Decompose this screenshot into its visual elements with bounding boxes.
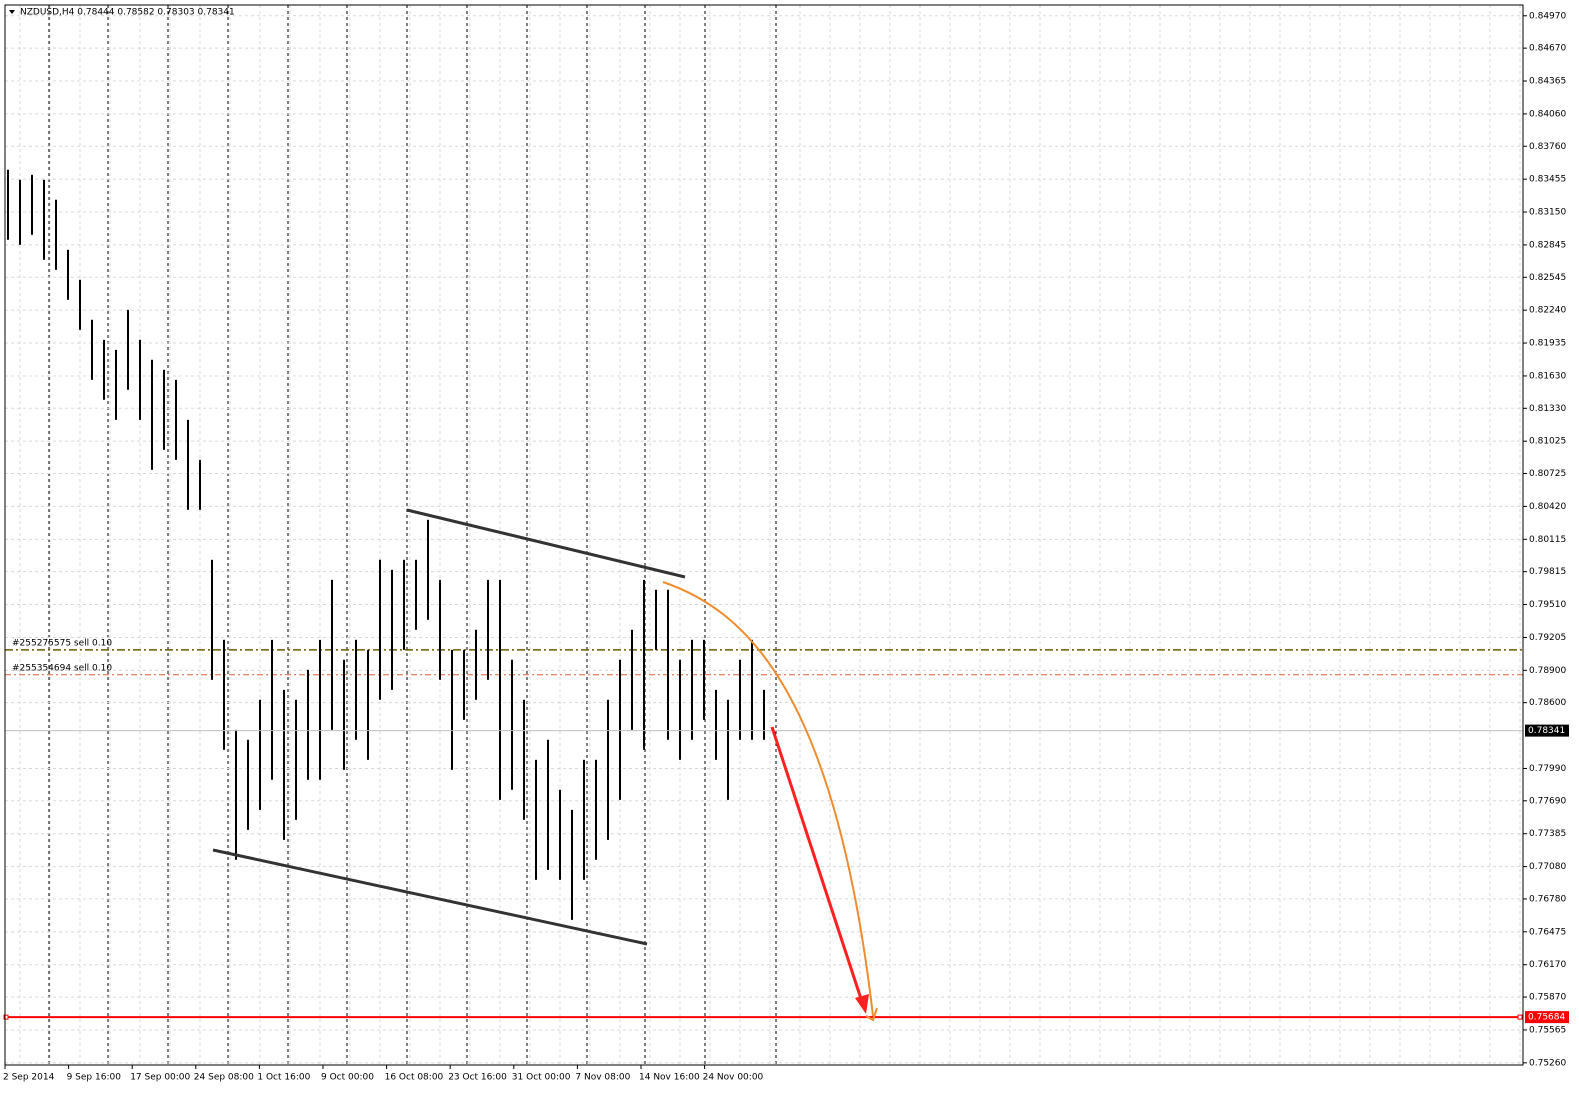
y-tick-label: 0.77990 (1529, 764, 1566, 774)
y-tick-label: 0.77080 (1529, 862, 1566, 872)
y-tick-label: 0.80420 (1529, 502, 1566, 512)
x-tick-label: 24 Nov 00:00 (703, 1073, 764, 1083)
order-label: #255275575 sell 0.10 (12, 638, 112, 648)
y-tick-label: 0.76780 (1529, 894, 1566, 904)
y-tick-label: 0.81630 (1529, 371, 1566, 381)
y-tick-label: 0.84060 (1529, 109, 1566, 119)
y-tick-label: 0.82240 (1529, 306, 1566, 316)
x-tick-label: 9 Oct 00:00 (321, 1073, 374, 1083)
y-tick-label: 0.78600 (1529, 698, 1566, 708)
x-tick-label: 7 Nov 08:00 (575, 1073, 630, 1083)
price-badge (1525, 724, 1569, 737)
x-tick-label: 1 Oct 16:00 (257, 1073, 310, 1083)
price-badge (1525, 1011, 1569, 1024)
plot-frame (4, 4, 1524, 1066)
y-tick-label: 0.84970 (1529, 11, 1566, 21)
y-tick-label: 0.79510 (1529, 600, 1566, 610)
y-tick-label: 0.81935 (1529, 339, 1566, 349)
menu-icon (9, 10, 15, 14)
line-handle (3, 1014, 9, 1020)
y-tick-label: 0.83760 (1529, 142, 1566, 152)
y-tick-label: 0.76170 (1529, 960, 1566, 970)
grid (5, 5, 1523, 1065)
x-tick-label: 24 Sep 08:00 (194, 1073, 254, 1083)
target-price-label: 0.75684 (1528, 1013, 1565, 1023)
y-tick-label: 0.81025 (1529, 437, 1566, 447)
y-tick-label: 0.80115 (1529, 535, 1566, 545)
projection-curve (662, 581, 874, 1017)
trend-line (212, 848, 648, 946)
plot: #255275575 sell 0.10 #255354694 sell 0.10 (3, 169, 1523, 1020)
y-tick-label: 0.75870 (1529, 993, 1566, 1003)
y-tick-label: 0.78900 (1529, 666, 1566, 676)
y-tick-label: 0.84365 (1529, 77, 1566, 87)
y-tick-label: 0.76475 (1529, 927, 1566, 937)
y-tick-label: 0.83150 (1529, 208, 1566, 218)
y-tick-label: 0.82845 (1529, 240, 1566, 250)
x-tick-label: 14 Nov 16:00 (639, 1073, 700, 1083)
x-tick-label: 9 Sep 16:00 (67, 1073, 122, 1083)
chart-title: NZDUSD,H4 0.78444 0.78582 0.78303 0.7834… (20, 8, 235, 18)
trend-line (406, 508, 686, 579)
y-tick-label: 0.75565 (1529, 1025, 1566, 1035)
y-tick-label: 0.79205 (1529, 633, 1566, 643)
x-tick-label: 16 Oct 08:00 (385, 1073, 444, 1083)
y-tick-label: 0.82545 (1529, 273, 1566, 283)
line-handle (1517, 1014, 1523, 1020)
y-tick-label: 0.75260 (1529, 1058, 1566, 1068)
current-price-label: 0.78341 (1528, 726, 1565, 736)
y-tick-label: 0.81330 (1529, 404, 1566, 414)
y-tick-label: 0.77690 (1529, 796, 1566, 806)
y-tick-label: 0.79815 (1529, 567, 1566, 577)
y-tick-label: 0.80725 (1529, 469, 1566, 479)
arrow-head (855, 994, 869, 1014)
x-tick-label: 31 Oct 00:00 (512, 1073, 571, 1083)
y-tick-label: 0.77385 (1529, 829, 1566, 839)
order-label: #255354694 sell 0.10 (12, 663, 112, 673)
x-tick-label: 23 Oct 16:00 (448, 1073, 507, 1083)
y-tick-label: 0.83455 (1529, 175, 1566, 185)
price-axis: 0.84970 0.84670 0.84365 0.84060 0.83760 0.834… (3, 11, 1569, 1083)
arrow-head (865, 1007, 878, 1022)
x-tick-label: 17 Sep 00:00 (130, 1073, 190, 1083)
x-tick-label: 2 Sep 2014 (3, 1073, 55, 1083)
y-tick-label: 0.84670 (1529, 44, 1566, 54)
projection-arrow (770, 726, 866, 1009)
